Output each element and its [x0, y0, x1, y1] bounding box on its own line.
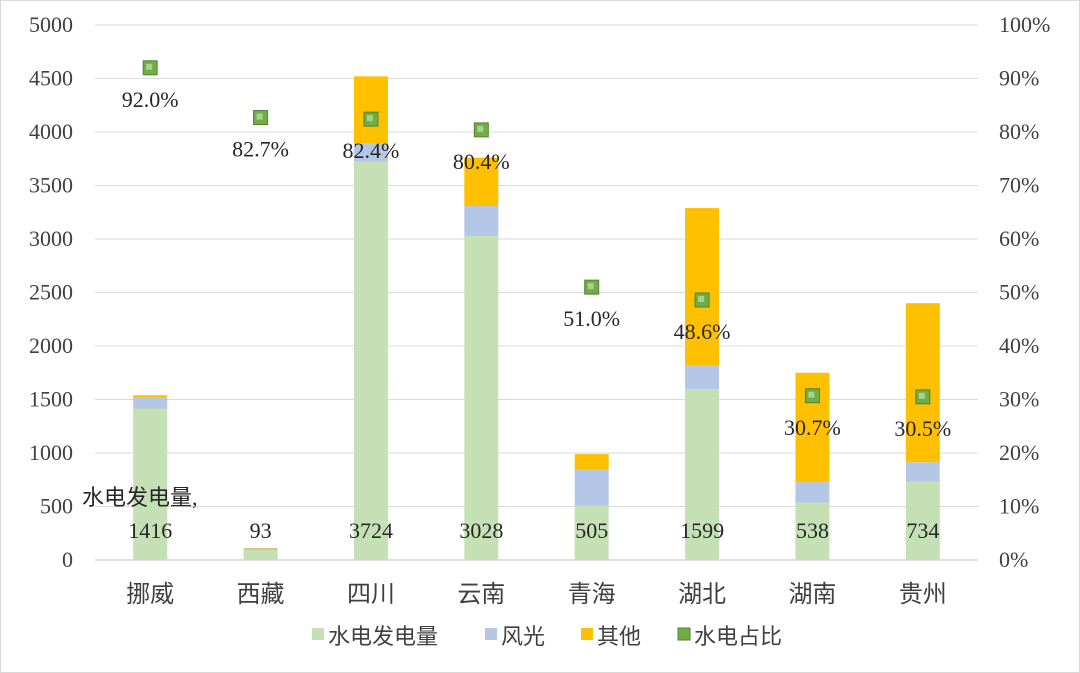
bar-segment [353, 76, 388, 144]
legend-label: 其他 [597, 624, 641, 649]
ratio-label: 51.0% [563, 306, 620, 331]
right-axis-tick-label: 20% [999, 440, 1039, 465]
left-axis-tick-label: 1000 [29, 440, 73, 465]
right-axis-tick-label: 100% [999, 12, 1050, 37]
legend-swatch [581, 628, 593, 640]
left-axis-tick-label: 4000 [29, 119, 73, 144]
left-axis-tick-label: 500 [40, 494, 73, 519]
ratio-marker-highlight [146, 63, 153, 70]
legend-swatch [312, 628, 324, 640]
bar-segment [353, 161, 388, 561]
bar-segment [133, 397, 168, 409]
bar-value-label: 1599 [680, 518, 724, 543]
ratio-label: 30.5% [894, 416, 951, 441]
bar-value-label: 1416 [128, 518, 172, 543]
bar-value-label: 734 [906, 518, 939, 543]
ratio-label: 48.6% [674, 319, 731, 344]
legend-label: 水电占比 [694, 624, 782, 649]
category-label: 西藏 [237, 581, 285, 608]
bar-value-label: 505 [575, 518, 608, 543]
ratio-marker-highlight [256, 113, 263, 120]
bar-segment [243, 548, 278, 551]
bar-value-label: 93 [250, 518, 272, 543]
ratio-label: 92.0% [122, 87, 179, 112]
right-axis-tick-label: 10% [999, 494, 1039, 519]
category-label: 青海 [568, 581, 616, 608]
bar-segment [574, 505, 609, 560]
bar-segment [133, 395, 168, 398]
bar-segment [133, 408, 168, 560]
ratio-marker-highlight [698, 295, 705, 302]
left-axis-tick-label: 5000 [29, 12, 73, 37]
category-label: 湖南 [788, 581, 836, 608]
left-axis-tick-label: 2000 [29, 333, 73, 358]
bar-segment [243, 547, 278, 549]
left-axis-tick-label: 0 [62, 547, 73, 572]
bar-segment [685, 365, 720, 389]
right-axis-tick-label: 90% [999, 66, 1039, 91]
bar-segment [905, 481, 940, 560]
bar-segment [905, 462, 940, 482]
left-axis-tick-label: 3000 [29, 226, 73, 251]
bar-value-label: 3724 [349, 518, 393, 543]
ratio-label: 30.7% [784, 415, 841, 440]
category-label: 四川 [347, 582, 395, 608]
category-label: 贵州 [899, 581, 947, 608]
left-axis-tick-label: 3500 [29, 173, 73, 198]
left-axis-tick-label: 2500 [29, 280, 73, 305]
bar-segment [353, 143, 388, 162]
bar-segment [795, 502, 830, 560]
bar-segment [905, 303, 940, 463]
left-axis-tick-label: 1500 [29, 387, 73, 412]
bar-segment [685, 388, 720, 560]
ratio-label: 82.7% [232, 137, 289, 162]
bar-segment [685, 208, 720, 366]
bar-value-label: 3028 [459, 518, 503, 543]
bar-segment [464, 236, 499, 560]
right-axis-tick-label: 80% [999, 119, 1039, 144]
right-axis-tick-label: 60% [999, 226, 1039, 251]
bar-value-label: 538 [796, 518, 829, 543]
ratio-marker-highlight [808, 391, 815, 398]
bar-segment [464, 157, 499, 207]
annotation-label: 水电发电量, [82, 485, 198, 510]
legend-label: 风光 [501, 624, 545, 649]
legend-label: 水电发电量 [328, 624, 438, 649]
bar-segment [795, 482, 830, 503]
bar-segment [574, 454, 609, 470]
category-label: 挪威 [126, 581, 174, 608]
ratio-marker-highlight [477, 125, 484, 132]
right-axis-tick-label: 0% [999, 547, 1028, 572]
category-label: 湖北 [678, 581, 726, 608]
category-label: 云南 [457, 581, 505, 608]
right-axis-tick-label: 30% [999, 387, 1039, 412]
ratio-marker-highlight [918, 392, 925, 399]
ratio-marker-highlight [366, 115, 373, 122]
ratio-label: 80.4% [453, 149, 510, 174]
right-axis-tick-label: 50% [999, 280, 1039, 305]
left-axis-tick-label: 4500 [29, 66, 73, 91]
legend-swatch [485, 628, 497, 640]
right-axis-tick-label: 40% [999, 333, 1039, 358]
ratio-marker-highlight [587, 283, 594, 290]
bar-segment [464, 206, 499, 237]
ratio-label: 82.4% [343, 138, 400, 163]
bar-segment [574, 469, 609, 506]
bar-segment [243, 550, 278, 560]
right-axis-tick-label: 70% [999, 173, 1039, 198]
legend-swatch [677, 627, 691, 641]
